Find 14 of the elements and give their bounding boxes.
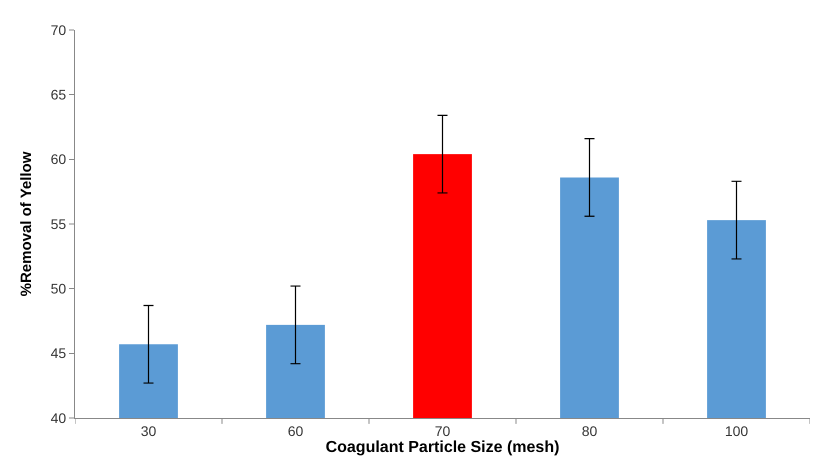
x-tick-label: 60	[288, 422, 304, 439]
y-tick-label: 70	[50, 22, 66, 38]
y-tick-label: 50	[50, 280, 66, 297]
y-tick-label: 55	[50, 216, 66, 232]
x-tick-label: 30	[140, 422, 156, 439]
x-axis-title: Coagulant Particle Size (mesh)	[326, 438, 560, 456]
y-tick-label: 60	[50, 151, 66, 168]
x-tick-label: 80	[582, 422, 598, 439]
y-tick-label: 40	[50, 410, 66, 426]
x-tick-label: 70	[434, 422, 450, 439]
y-axis-title: %Removal of Yellow	[18, 151, 35, 296]
y-tick-label: 65	[50, 86, 66, 103]
x-tick-label: 100	[724, 422, 748, 439]
y-tick-label: 45	[50, 345, 66, 362]
